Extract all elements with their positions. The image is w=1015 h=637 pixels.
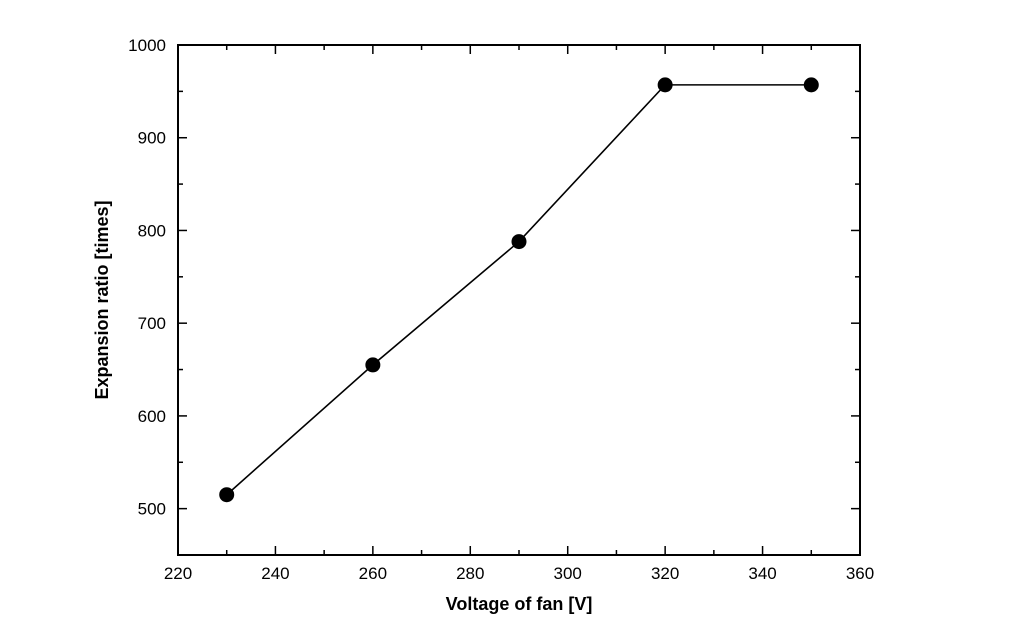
data-point [658, 78, 672, 92]
y-tick-label: 1000 [128, 36, 166, 55]
x-tick-label: 360 [846, 564, 874, 583]
data-point [512, 235, 526, 249]
x-tick-label: 320 [651, 564, 679, 583]
chart-container: 220 240 260 280 300 320 340 360 500 600 700 800 900 1… [0, 0, 1015, 637]
x-tick-label: 300 [554, 564, 582, 583]
chart-svg: 220 240 260 280 300 320 340 360 500 600 700 800 900 1… [0, 0, 1015, 637]
y-tick-label: 500 [138, 500, 166, 519]
data-point [366, 358, 380, 372]
data-point [220, 488, 234, 502]
data-point [804, 78, 818, 92]
x-tick-label: 280 [456, 564, 484, 583]
x-tick-label: 220 [164, 564, 192, 583]
x-axis-label: Voltage of fan [V] [446, 594, 593, 614]
y-tick-label: 800 [138, 221, 166, 240]
x-tick-label: 340 [748, 564, 776, 583]
x-tick-label: 260 [359, 564, 387, 583]
x-tick-label: 240 [261, 564, 289, 583]
y-tick-label: 700 [138, 314, 166, 333]
y-tick-label: 900 [138, 129, 166, 148]
y-tick-label: 600 [138, 407, 166, 426]
y-axis-label: Expansion ratio [times] [92, 200, 112, 399]
